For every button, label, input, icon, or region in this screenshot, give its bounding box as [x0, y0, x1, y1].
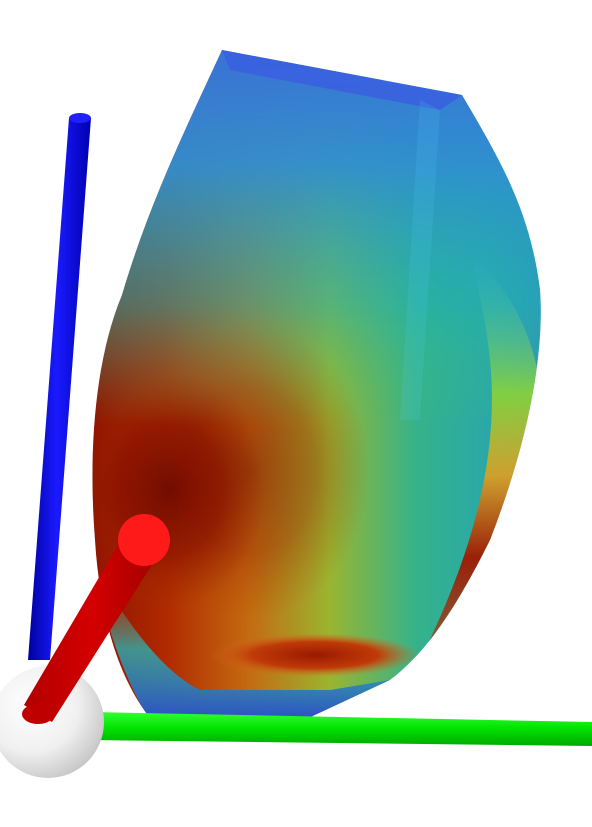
x-axis-rod	[22, 514, 170, 724]
colormapped-surface[interactable]	[75, 40, 560, 740]
origin-sphere	[0, 666, 104, 778]
y-axis-rod	[90, 712, 592, 746]
z-axis-rod	[28, 113, 91, 660]
